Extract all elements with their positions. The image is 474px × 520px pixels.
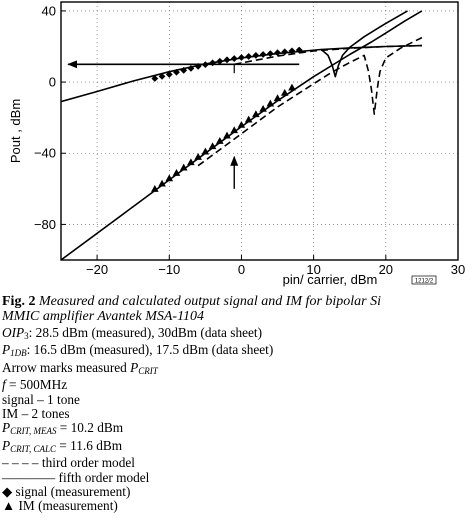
- chart: −20 −10 0 10 20 30 40 0 −40 −80 pin/ carrier, dBm…: [8, 1, 465, 287]
- stamp-text: 1212/2: [415, 279, 434, 285]
- caption-label: Fig. 2: [2, 294, 36, 309]
- signal-point: [165, 71, 173, 78]
- legend-oip: OIP3: 28.5 dBm (measured), 30dBm (data s…: [2, 325, 263, 341]
- im-point: [179, 163, 188, 171]
- figure-caption: Fig. 2 Measured and calculated output si…: [2, 294, 472, 324]
- y-axis-label: Pout , dBm: [8, 99, 23, 163]
- signal-point: [180, 66, 188, 74]
- im-point: [273, 94, 282, 102]
- x-tick-label: 10: [306, 262, 320, 277]
- third-order-curve: [197, 36, 423, 167]
- im-point: [187, 158, 195, 166]
- signal-point: [223, 56, 231, 64]
- im-point: [266, 99, 275, 107]
- diamond-icon: ◆: [2, 484, 13, 500]
- caption-text: Measured and calculated output signal an…: [38, 294, 382, 309]
- annotations: [67, 60, 300, 189]
- y-tick-label: 40: [42, 3, 56, 18]
- signal-point: [274, 49, 281, 57]
- x-tick-label: 20: [379, 262, 393, 277]
- caption-text-2: MMIC amplifier Avantek MSA-1104: [2, 309, 205, 324]
- im-point: [172, 169, 181, 176]
- legend-frequency: f = 500MHz: [2, 377, 68, 393]
- legend-arrow: Arrow marks measured PCRIT: [2, 359, 158, 376]
- im-point: [230, 126, 239, 134]
- fifth-order-curve: [320, 10, 408, 78]
- x-tick-label: 0: [238, 262, 245, 277]
- signal-point: [187, 64, 195, 72]
- im-point: [280, 88, 289, 96]
- x-tick-label: 30: [451, 262, 465, 277]
- signal-point: [259, 51, 267, 58]
- legend: OIP3: 28.5 dBm (measured), 30dBm (data s…: [2, 325, 472, 514]
- signal-point: [173, 68, 180, 76]
- im-point: [194, 153, 202, 160]
- im-point: [288, 83, 296, 91]
- signal-point: [216, 57, 224, 65]
- legend-im-measurement: ▲ IM (measurement): [2, 498, 118, 514]
- legend-im: IM – 2 tones: [2, 406, 70, 422]
- im-point: [216, 136, 224, 144]
- ticks: −20 −10 0 10 20 30 40 0 −40 −80: [34, 3, 465, 277]
- legend-p1db: P1DB: 16.5 dBm (measured), 17.5 dBm (dat…: [2, 342, 274, 359]
- y-tick-label: −80: [34, 217, 56, 232]
- legend-signal-measurement: ◆ signal (measurement): [2, 484, 131, 500]
- x-tick-label: −10: [158, 262, 180, 277]
- curves: [61, 10, 423, 260]
- signal-point: [230, 55, 238, 62]
- triangle-icon: ▲: [2, 498, 16, 514]
- x-tick-label: −20: [86, 262, 108, 277]
- im-point: [165, 174, 174, 182]
- signal-point: [266, 50, 274, 57]
- signal-point: [252, 51, 260, 59]
- legend-pcrit-meas: PCRIT, MEAS = 10.2 dBm: [2, 420, 124, 437]
- signal-point: [158, 72, 166, 80]
- im-point: [223, 131, 231, 139]
- signal-point: [151, 75, 159, 82]
- im-point: [259, 104, 267, 112]
- signal-point: [245, 53, 253, 60]
- x-axis-label: pin/ carrier, dBm: [283, 272, 378, 287]
- legend-signal: signal – 1 tone: [2, 391, 80, 407]
- signal-point: [288, 47, 296, 55]
- signal-point: [281, 48, 289, 56]
- figure: −20 −10 0 10 20 30 40 0 −40 −80 pin/ carrier, dBm…: [8, 1, 465, 287]
- signal-point: [295, 46, 303, 54]
- y-tick-label: −40: [34, 146, 56, 161]
- legend-third-order: – – – – third order model: [2, 455, 135, 471]
- third-order-curve: [234, 44, 422, 66]
- legend-pcrit-calc: PCRIT, CALC = 11.6 dBm: [2, 437, 123, 454]
- markers: [151, 46, 303, 192]
- stamp: 1212/2: [411, 275, 437, 285]
- y-tick-label: 0: [49, 75, 56, 90]
- im-point: [244, 115, 253, 123]
- grid: [61, 2, 458, 260]
- plot-frame: [60, 1, 459, 261]
- im-point: [201, 147, 210, 155]
- im-point: [151, 185, 159, 192]
- signal-point: [209, 59, 216, 67]
- im-point: [208, 142, 217, 150]
- im-point: [237, 120, 246, 128]
- signal-point: [238, 54, 245, 61]
- im-point: [158, 179, 166, 187]
- legend-fifth-order: ———— fifth order model: [2, 469, 150, 485]
- im-point: [252, 110, 260, 118]
